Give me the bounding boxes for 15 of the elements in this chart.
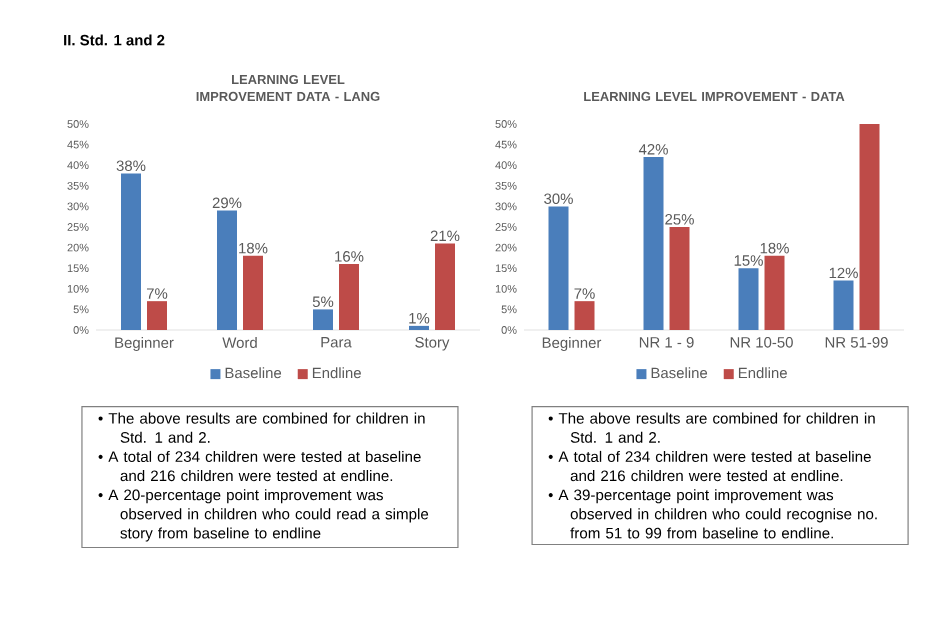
bar xyxy=(435,243,455,330)
bar xyxy=(217,210,237,330)
bar xyxy=(669,227,690,330)
bar xyxy=(339,264,359,330)
bar xyxy=(643,156,664,330)
bar xyxy=(764,255,785,330)
bar xyxy=(147,301,167,330)
bar xyxy=(243,255,263,330)
bar xyxy=(738,268,759,330)
bar xyxy=(121,173,141,330)
bar xyxy=(548,206,569,330)
bar xyxy=(833,280,854,330)
bar xyxy=(574,301,595,330)
bar xyxy=(313,309,333,330)
bar xyxy=(859,124,880,330)
